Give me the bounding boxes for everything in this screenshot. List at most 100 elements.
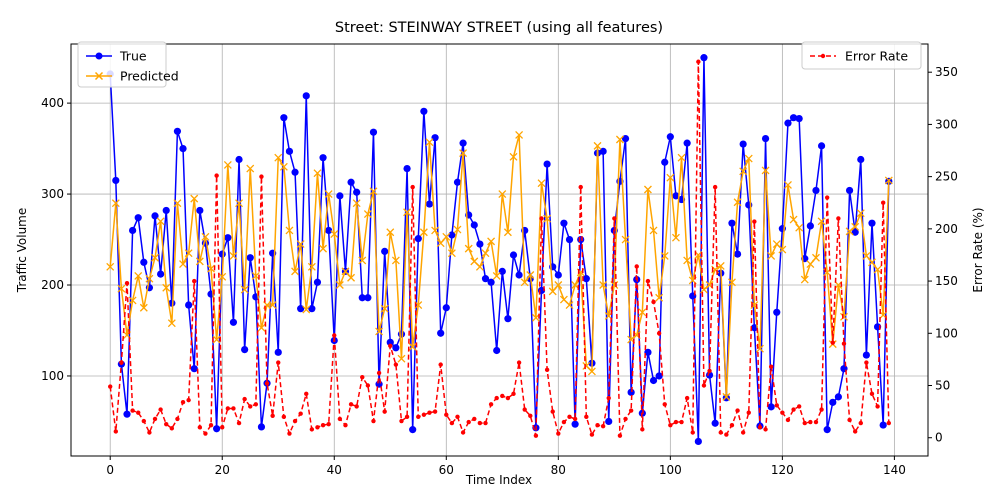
point-error-rate <box>668 422 673 428</box>
point-error-rate <box>847 417 852 423</box>
point-predicted <box>358 256 367 265</box>
point-error-rate <box>393 362 399 367</box>
x-tick-label: 100 <box>659 463 682 477</box>
point-true <box>577 235 585 244</box>
point-predicted <box>302 305 311 314</box>
point-predicted <box>313 169 322 178</box>
point-true <box>498 267 506 275</box>
point-predicted <box>727 278 736 287</box>
point-predicted <box>251 271 260 280</box>
point-true <box>868 219 876 227</box>
point-predicted <box>520 278 529 287</box>
point-error-rate <box>466 419 471 425</box>
point-error-rate <box>365 383 371 388</box>
point-error-rate <box>712 184 718 190</box>
point-true <box>409 426 417 434</box>
point-error-rate <box>180 400 186 405</box>
point-true <box>504 315 512 323</box>
point-error-rate <box>852 429 858 434</box>
point-predicted <box>285 226 294 235</box>
legend-right: Error Rate <box>801 41 922 70</box>
point-true <box>173 127 182 135</box>
point-error-rate <box>724 432 729 437</box>
point-true <box>789 114 798 122</box>
point-true <box>224 234 232 242</box>
point-error-rate <box>785 417 791 423</box>
point-predicted <box>531 313 540 322</box>
point-error-rate <box>780 410 785 415</box>
point-predicted <box>503 228 512 237</box>
y-tick-label-right: 350 <box>935 65 958 79</box>
point-error-rate <box>220 425 225 430</box>
point-true <box>845 186 854 195</box>
point-predicted <box>548 287 557 296</box>
legend-marker-error <box>820 53 826 59</box>
point-predicted <box>554 281 563 289</box>
point-predicted <box>319 244 328 253</box>
point-predicted <box>621 235 630 244</box>
point-predicted <box>218 272 227 281</box>
point-error-rate <box>158 407 163 412</box>
point-error-rate <box>718 430 723 435</box>
point-true <box>347 178 355 186</box>
point-error-rate <box>410 184 415 190</box>
point-error-rate <box>253 402 259 407</box>
point-error-rate <box>740 430 746 435</box>
point-predicted <box>447 249 456 258</box>
point-true <box>683 139 691 147</box>
point-true <box>420 107 428 115</box>
point-error-rate <box>214 173 219 178</box>
point-true <box>218 250 226 258</box>
point-true <box>733 250 742 258</box>
point-predicted <box>330 230 339 239</box>
point-error-rate <box>432 409 438 414</box>
point-error-rate <box>242 396 247 402</box>
point-error-rate <box>208 422 214 428</box>
point-error-rate <box>505 395 511 401</box>
point-predicted <box>716 261 725 270</box>
point-true <box>481 275 490 283</box>
y-tick-label-right: 300 <box>935 117 958 131</box>
point-error-rate <box>544 367 550 373</box>
point-error-rate <box>880 200 886 205</box>
point-error-rate <box>841 341 847 346</box>
point-true <box>285 147 294 155</box>
point-error-rate <box>113 429 119 434</box>
point-predicted <box>868 258 876 267</box>
point-predicted <box>190 194 199 203</box>
y-ticks-right: 0 50 100 150 200 250 300 350 <box>928 65 958 445</box>
point-true <box>336 192 344 200</box>
point-error-rate <box>276 360 281 365</box>
point-error-rate <box>444 412 449 417</box>
point-error-rate <box>225 406 231 411</box>
x-axis-label: Time Index <box>465 473 532 487</box>
point-true <box>834 393 842 401</box>
point-error-rate <box>152 416 158 422</box>
point-true <box>319 154 327 162</box>
point-true <box>442 304 450 312</box>
point-error-rate <box>343 422 348 428</box>
point-predicted <box>195 257 204 266</box>
point-predicted <box>789 215 798 224</box>
point-predicted <box>733 198 742 207</box>
point-predicted <box>744 154 753 163</box>
point-error-rate <box>617 433 623 438</box>
point-true <box>325 226 333 235</box>
point-error-rate <box>304 391 309 397</box>
point-true <box>257 423 266 431</box>
point-true <box>509 251 518 259</box>
point-true <box>571 420 579 428</box>
point-error-rate <box>539 216 544 221</box>
point-true <box>392 344 400 352</box>
point-predicted <box>324 190 333 199</box>
point-error-rate <box>813 419 819 425</box>
point-error-rate <box>796 404 802 409</box>
point-predicted <box>442 232 451 241</box>
point-error-rate <box>449 420 455 426</box>
point-predicted <box>207 264 215 273</box>
point-predicted <box>375 327 384 336</box>
point-true <box>493 346 501 355</box>
point-predicted <box>571 281 580 289</box>
series-layer <box>106 54 893 446</box>
